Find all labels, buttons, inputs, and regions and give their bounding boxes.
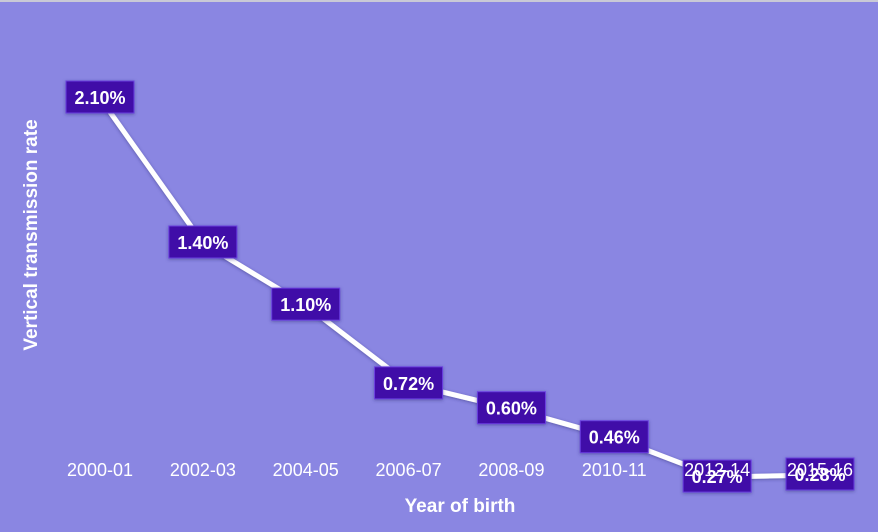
data-label: 0.27% (682, 459, 752, 493)
data-label-box (168, 225, 238, 259)
data-label-text: 0.72% (383, 374, 434, 394)
data-label: 1.10% (271, 287, 341, 321)
series-line (97, 95, 823, 480)
x-tick-label: 2012-14 (684, 460, 750, 480)
data-label-text: 0.27% (692, 467, 743, 487)
x-tick-label: 2002-03 (170, 460, 236, 480)
x-tick-label: 2015-16 (787, 460, 853, 480)
y-axis-title: Vertical transmission rate (21, 119, 42, 350)
data-label: 1.40% (168, 225, 238, 259)
data-label: 0.72% (374, 366, 444, 400)
x-tick-label: 2000-01 (67, 460, 133, 480)
data-label-text: 0.28% (794, 465, 845, 485)
data-label-text: 2.10% (74, 88, 125, 108)
x-tick-label: 2004-05 (273, 460, 339, 480)
data-label: 0.28% (785, 457, 855, 491)
x-tick-label: 2008-09 (478, 460, 544, 480)
x-axis-title: Year of birth (405, 496, 516, 517)
data-label-text: 1.10% (280, 295, 331, 315)
x-tick-label: 2010-11 (582, 460, 647, 480)
data-label-box (579, 420, 649, 454)
data-label-box (271, 287, 341, 321)
data-label-box (374, 366, 444, 400)
data-label-box (682, 459, 752, 493)
data-label-text: 0.60% (486, 399, 537, 419)
data-label: 0.46% (579, 420, 649, 454)
x-tick-label: 2006-07 (376, 460, 442, 480)
data-label-box (785, 457, 855, 491)
data-label-box (476, 391, 546, 425)
data-label-box (65, 80, 135, 114)
data-label-text: 0.46% (589, 428, 640, 448)
data-label-text: 1.40% (177, 233, 228, 253)
data-label: 2.10% (65, 80, 135, 114)
data-label: 0.60% (476, 391, 546, 425)
